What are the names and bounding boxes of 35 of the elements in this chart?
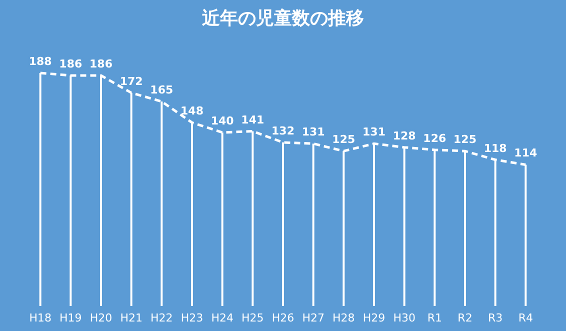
x-tick-label: H21: [120, 312, 142, 324]
x-tick-label: H25: [242, 312, 264, 324]
x-tick-label: R4: [518, 312, 533, 324]
x-tick-label: R2: [458, 312, 472, 324]
x-tick-label: H22: [150, 312, 173, 324]
data-label: 132: [272, 124, 294, 138]
x-tick-label: H19: [60, 312, 82, 324]
data-label: 165: [150, 84, 174, 97]
chart-title: 近年の児童数の推移: [201, 8, 364, 29]
data-label: 188: [28, 55, 52, 68]
data-label: 141: [241, 113, 264, 126]
data-label: 114: [514, 146, 538, 160]
x-tick-label: H18: [29, 312, 52, 324]
x-tick-label: H30: [393, 312, 416, 324]
data-label: 186: [59, 57, 82, 70]
x-tick-label: H20: [90, 312, 112, 324]
x-tick-label: H23: [180, 312, 204, 324]
x-tick-label: H29: [362, 312, 386, 324]
x-tick-label: H27: [302, 312, 324, 324]
data-label: 118: [484, 142, 507, 155]
data-label: 172: [120, 74, 143, 88]
data-label: 140: [210, 114, 234, 128]
data-label: 131: [302, 126, 325, 139]
x-tick-label: H28: [332, 312, 355, 324]
x-tick-label: R1: [427, 312, 442, 324]
data-label: 131: [362, 126, 386, 139]
data-label: 126: [423, 132, 446, 145]
x-tick-label: R3: [488, 312, 503, 324]
data-label: 125: [332, 133, 356, 146]
data-label: 128: [392, 129, 416, 142]
data-label: 148: [180, 104, 204, 118]
x-tick-label: H26: [272, 312, 294, 324]
data-label: 125: [454, 133, 476, 146]
x-tick-label: H24: [211, 312, 234, 324]
data-label: 186: [90, 57, 113, 70]
